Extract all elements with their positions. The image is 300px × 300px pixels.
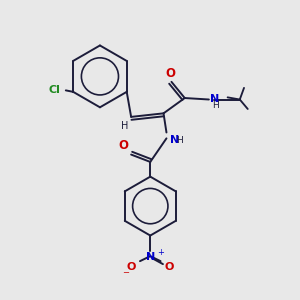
- Text: Cl: Cl: [48, 85, 60, 95]
- Text: H: H: [212, 101, 219, 110]
- Text: H: H: [176, 136, 183, 145]
- Text: O: O: [165, 67, 175, 80]
- Text: +: +: [157, 248, 164, 257]
- Text: −: −: [122, 268, 129, 277]
- Text: N: N: [210, 94, 219, 103]
- Text: O: O: [126, 262, 136, 272]
- Text: O: O: [165, 262, 174, 272]
- Text: O: O: [119, 139, 129, 152]
- Text: N: N: [170, 135, 179, 145]
- Text: N: N: [146, 252, 155, 262]
- Text: H: H: [121, 121, 128, 131]
